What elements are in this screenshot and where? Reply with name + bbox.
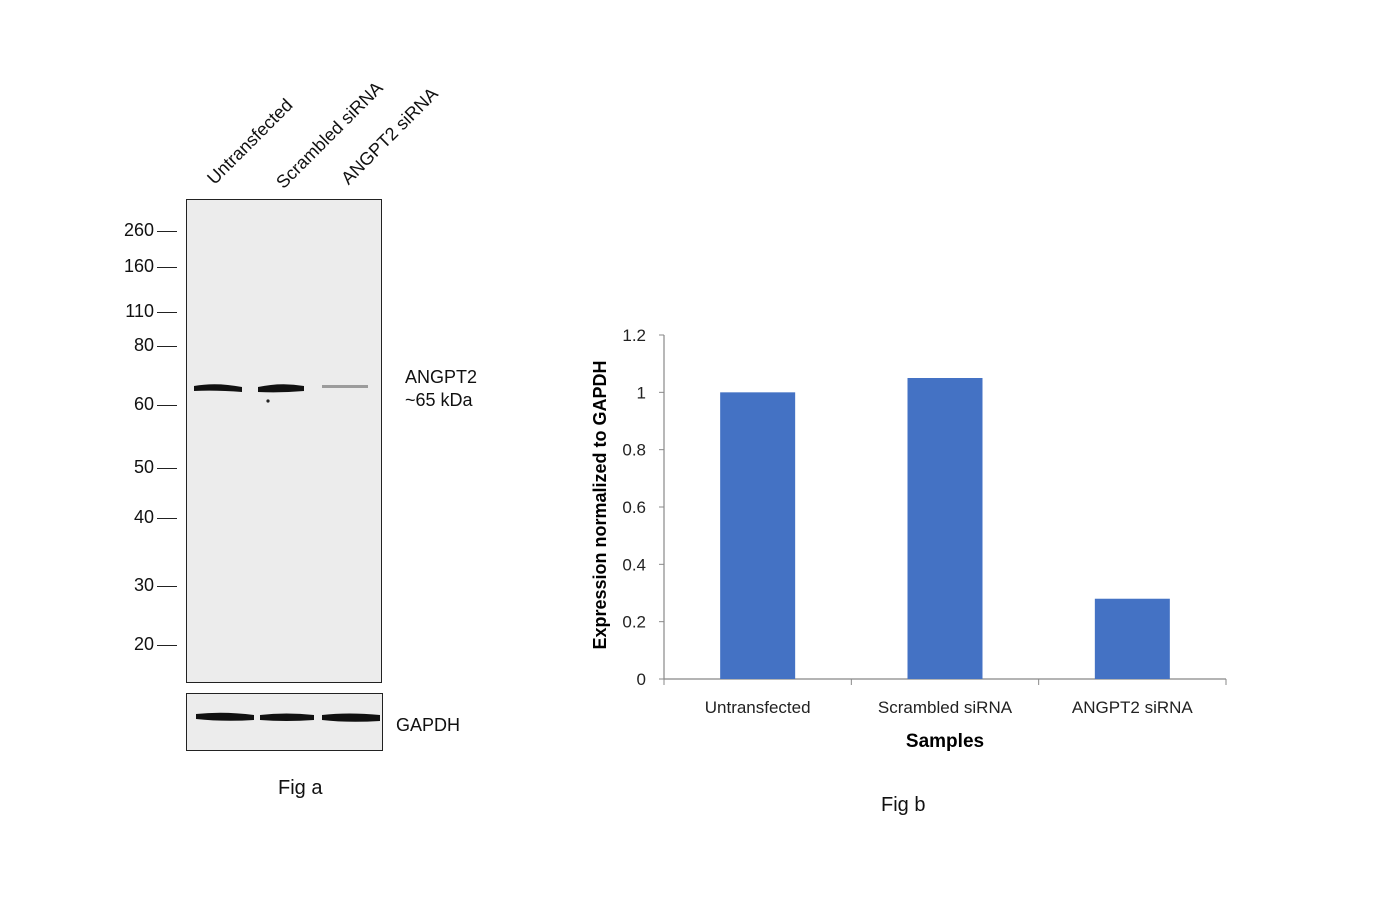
mw-marker-tick xyxy=(157,645,177,646)
mw-marker-tick xyxy=(157,518,177,519)
mw-marker-label: 160 xyxy=(123,256,154,276)
band-label: ANGPT2 xyxy=(405,367,478,387)
bar xyxy=(720,392,796,679)
band-size-label: ~65 kDa xyxy=(405,390,473,410)
fig-a-caption: Fig a xyxy=(278,777,323,799)
mw-marker-tick xyxy=(157,346,177,347)
x-axis-label: Samples xyxy=(906,731,984,752)
mw-marker-label: 80 xyxy=(133,335,154,355)
y-axis-label: Expression normalized to GAPDH xyxy=(590,360,610,649)
mw-marker-label: 30 xyxy=(133,575,154,595)
x-tick-label: ANGPT2 siRNA xyxy=(1072,698,1194,717)
mw-marker-tick xyxy=(157,468,177,469)
band-lane-2 xyxy=(258,384,304,393)
gapdh-band-lane-3 xyxy=(322,713,380,722)
mw-marker-tick xyxy=(157,405,177,406)
y-tick-label: 0.6 xyxy=(622,498,646,517)
mw-marker-tick xyxy=(157,267,177,268)
bar xyxy=(1094,598,1170,679)
y-tick-label: 1 xyxy=(637,383,646,402)
y-tick-label: 0 xyxy=(637,670,646,689)
band-lane-3 xyxy=(322,385,368,388)
gapdh-band-lane-1 xyxy=(196,712,254,721)
x-tick-label: Untransfected xyxy=(705,698,811,717)
mw-marker-tick xyxy=(157,231,177,232)
mw-marker-label: 50 xyxy=(133,457,154,477)
mw-marker-tick xyxy=(157,312,177,313)
y-tick-label: 0.4 xyxy=(622,555,646,574)
mw-marker-label: 260 xyxy=(123,220,154,240)
mw-marker-label: 20 xyxy=(133,634,154,654)
y-tick-label: 0.8 xyxy=(622,441,646,460)
blot-membrane xyxy=(186,199,382,683)
blot-main xyxy=(186,199,382,683)
mw-marker-label: 110 xyxy=(125,301,154,321)
gapdh-band-lane-2 xyxy=(260,713,314,721)
band-lane-1 xyxy=(194,384,242,392)
fig-b-caption: Fig b xyxy=(881,794,926,816)
mw-marker-tick xyxy=(157,586,177,587)
y-tick-label: 0.2 xyxy=(622,613,646,632)
blot-gapdh xyxy=(186,693,383,751)
mw-marker-label: 40 xyxy=(133,507,154,527)
gapdh-label: GAPDH xyxy=(396,715,461,735)
mw-marker-label: 60 xyxy=(133,394,154,414)
x-tick-label: Scrambled siRNA xyxy=(878,698,1013,717)
bar xyxy=(907,378,983,679)
y-tick-label: 1.2 xyxy=(622,326,646,345)
